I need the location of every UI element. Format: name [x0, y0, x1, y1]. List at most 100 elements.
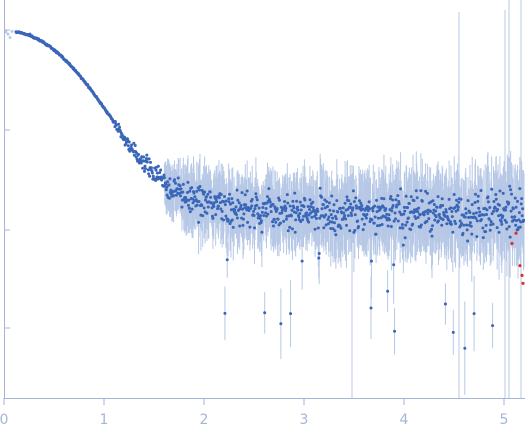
data-point	[430, 224, 434, 228]
data-point	[521, 207, 525, 211]
data-point	[218, 201, 222, 205]
data-point	[202, 206, 206, 210]
data-point	[288, 204, 292, 208]
data-point	[320, 195, 324, 199]
data-point	[406, 216, 410, 220]
data-point	[424, 189, 428, 193]
data-point	[372, 221, 376, 225]
data-point	[351, 208, 355, 212]
data-point	[209, 195, 213, 199]
data-point	[497, 230, 501, 234]
data-point	[146, 168, 150, 172]
data-point	[6, 32, 10, 36]
data-point	[231, 225, 235, 229]
data-point	[498, 203, 502, 207]
data-point	[425, 219, 429, 223]
data-point	[465, 223, 469, 227]
data-point	[469, 224, 473, 228]
data-point	[453, 205, 457, 209]
data-point	[490, 212, 494, 216]
data-point	[501, 191, 505, 195]
data-point	[406, 206, 410, 210]
data-point	[127, 140, 131, 144]
data-point	[241, 217, 245, 221]
data-point	[172, 194, 176, 198]
data-point	[233, 208, 237, 212]
data-point	[230, 218, 234, 222]
data-point	[356, 219, 360, 223]
data-point	[186, 180, 190, 184]
data-point	[491, 209, 495, 213]
data-point	[271, 220, 275, 224]
data-point	[323, 198, 327, 202]
data-point	[147, 172, 151, 176]
data-point	[508, 184, 512, 188]
data-point	[361, 228, 365, 232]
data-point	[330, 220, 334, 224]
data-point	[191, 197, 195, 201]
data-point	[187, 206, 191, 210]
data-point	[519, 220, 523, 224]
data-point	[292, 206, 296, 210]
data-point	[488, 228, 492, 232]
data-point	[263, 311, 267, 315]
data-point	[400, 213, 404, 217]
data-point	[154, 168, 158, 172]
data-point	[148, 174, 152, 178]
data-point	[364, 216, 368, 220]
data-point	[370, 218, 374, 222]
data-point	[310, 215, 314, 219]
data-point	[346, 214, 350, 218]
data-point	[162, 173, 166, 177]
data-point	[324, 213, 328, 217]
data-point	[258, 216, 262, 220]
data-point	[164, 188, 168, 192]
data-point	[447, 197, 451, 201]
data-point	[489, 223, 493, 227]
data-point	[158, 171, 162, 175]
data-point	[271, 202, 275, 206]
data-point	[308, 198, 312, 202]
data-point	[225, 258, 229, 262]
data-point	[435, 205, 439, 209]
data-point	[382, 197, 386, 201]
data-point	[326, 205, 330, 209]
data-point	[239, 203, 243, 207]
data-point	[427, 217, 431, 221]
x-tick-label: 4	[400, 412, 409, 428]
data-point	[474, 211, 478, 215]
data-point	[147, 157, 151, 161]
data-point	[343, 201, 347, 205]
data-point	[180, 205, 184, 209]
data-point	[179, 187, 183, 191]
data-point	[481, 226, 485, 230]
data-point	[307, 220, 311, 224]
data-point	[333, 229, 337, 233]
data-point	[472, 312, 476, 316]
data-point	[376, 216, 380, 220]
data-point	[297, 215, 301, 219]
data-point	[277, 196, 281, 200]
data-point	[418, 213, 422, 217]
data-point	[492, 199, 496, 203]
data-point	[321, 203, 325, 207]
data-point	[484, 230, 488, 234]
data-point	[343, 214, 347, 218]
data-point	[391, 204, 395, 208]
data-point	[461, 231, 465, 235]
data-point	[205, 211, 209, 215]
data-point	[402, 212, 406, 216]
data-point	[513, 196, 517, 200]
data-point	[284, 217, 288, 221]
data-point	[173, 178, 177, 182]
data-point	[436, 195, 440, 199]
data-point	[476, 199, 480, 203]
data-point	[242, 212, 246, 216]
data-point	[143, 164, 147, 168]
data-point	[339, 226, 343, 230]
data-point	[429, 209, 433, 213]
data-point	[396, 219, 400, 223]
data-point	[192, 191, 196, 195]
x-tick-label: 0	[0, 412, 8, 428]
data-point	[355, 206, 359, 210]
